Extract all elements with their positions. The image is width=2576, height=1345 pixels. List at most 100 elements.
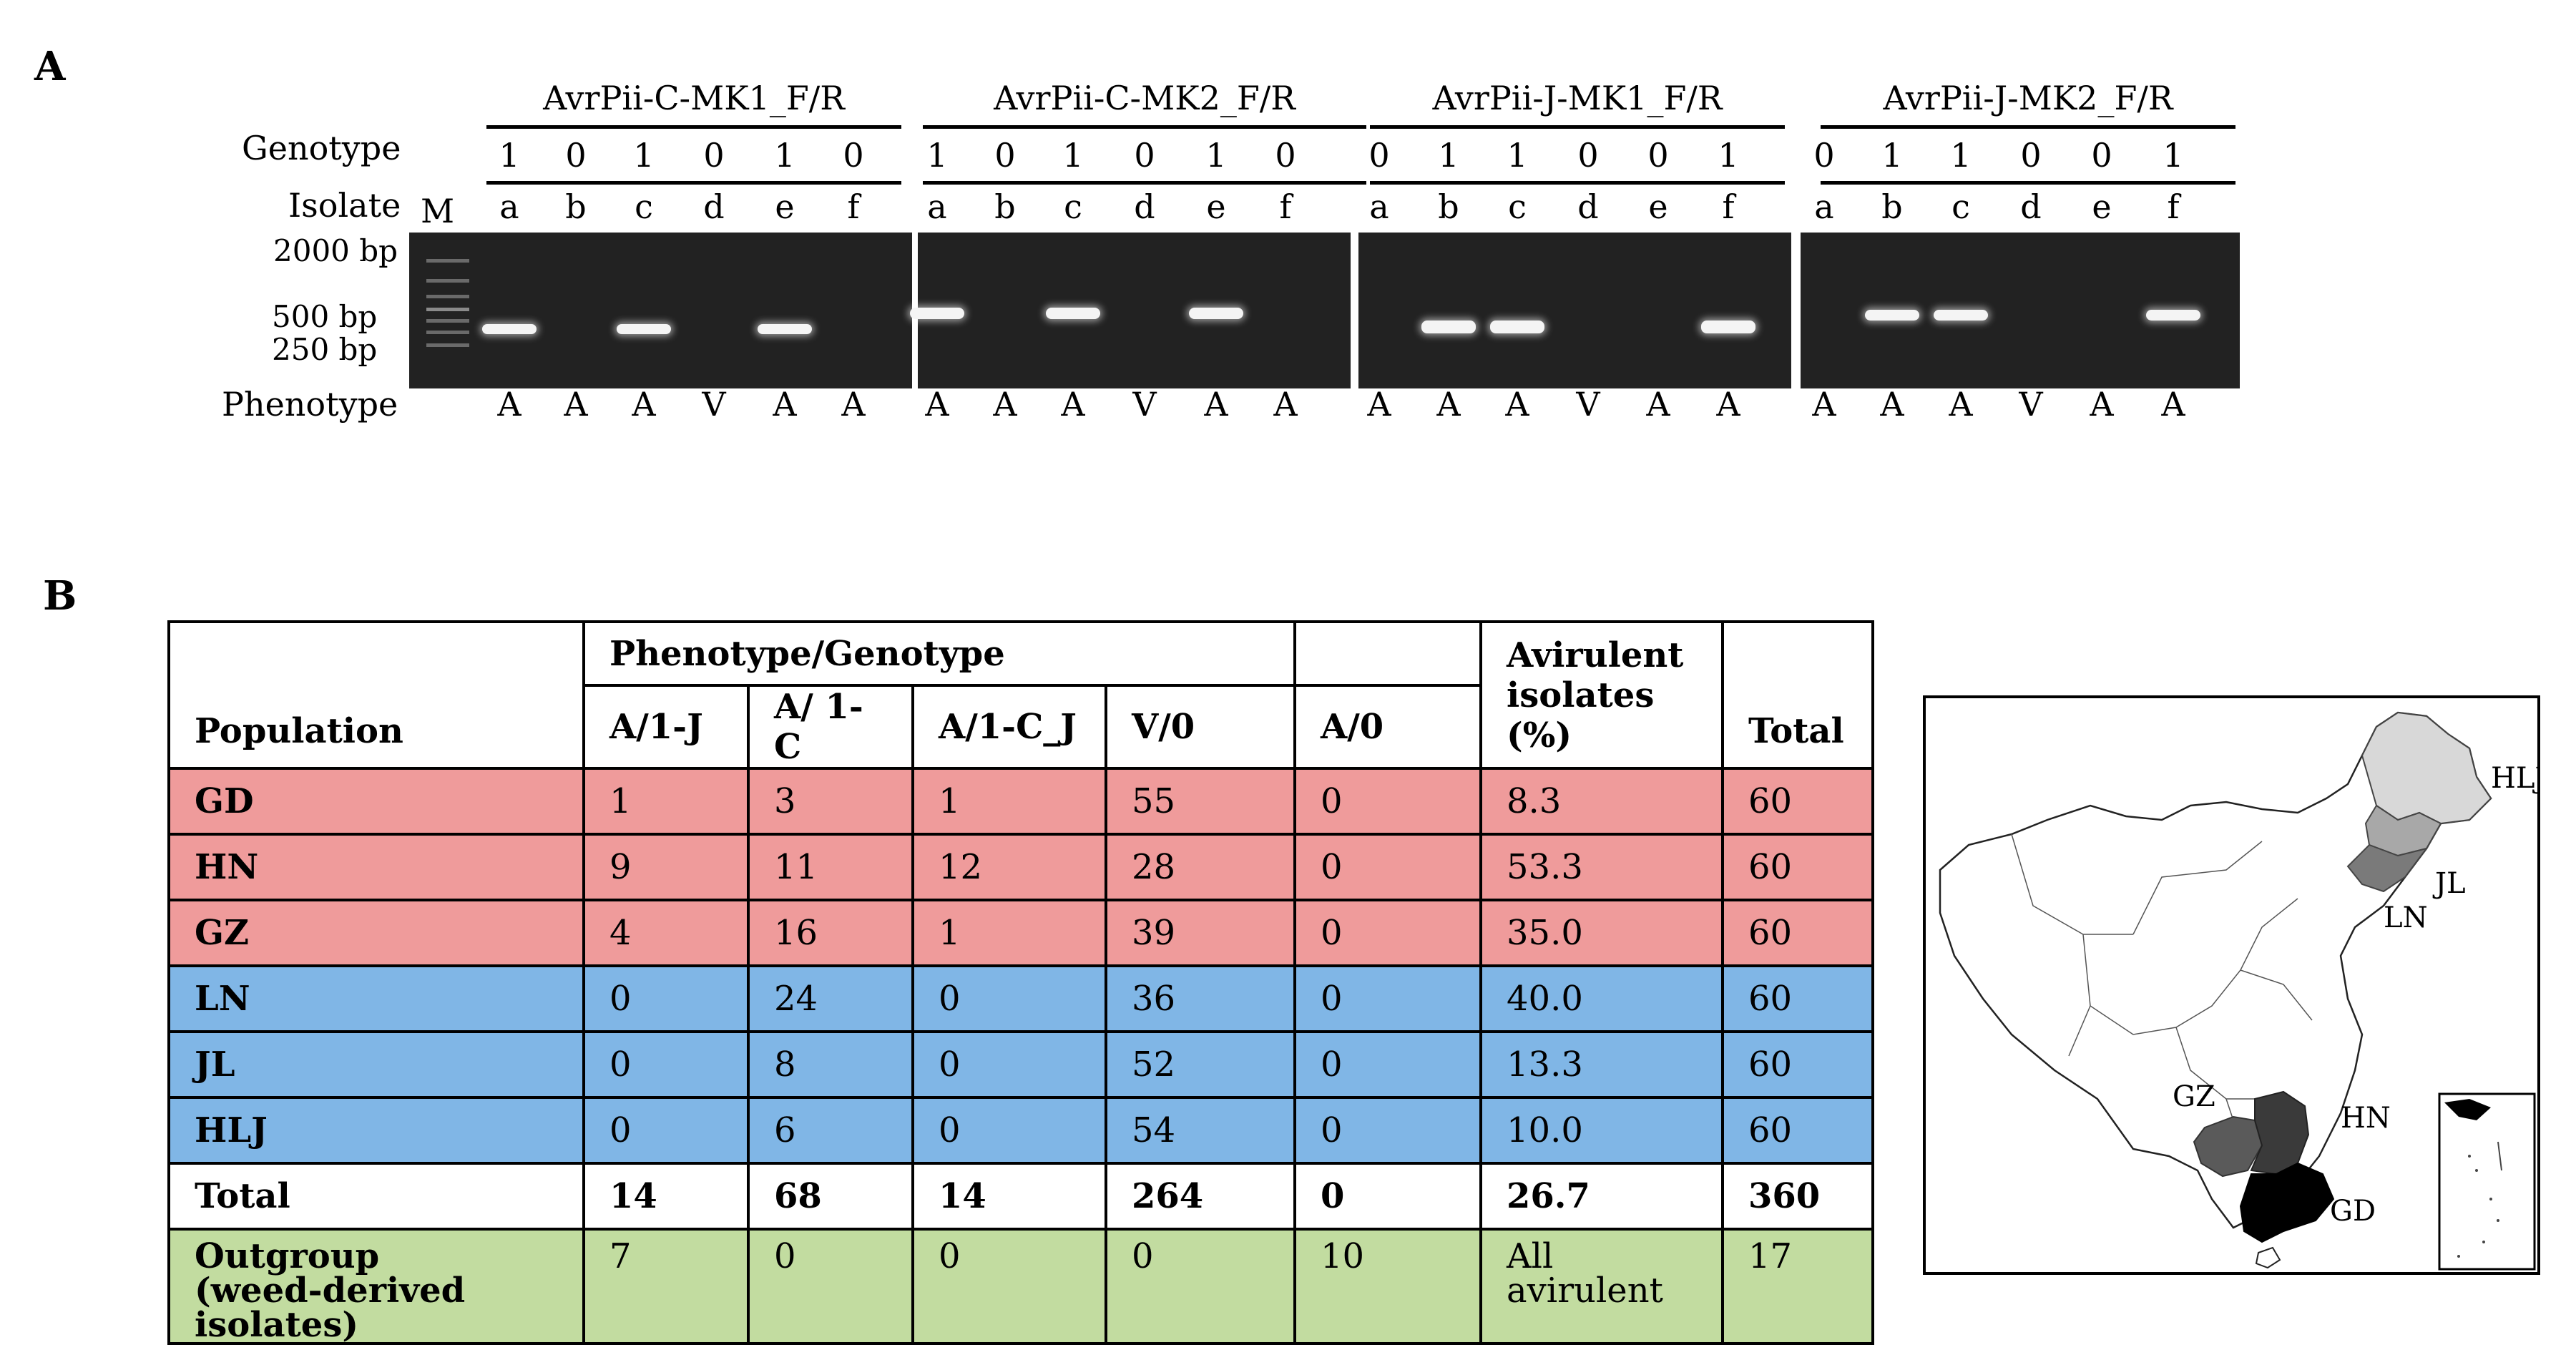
genotype-value: 1 (499, 136, 520, 175)
isolate-value: e (1648, 187, 1668, 226)
cell-v0: 39 (1105, 899, 1296, 967)
cell-a0: 0 (1293, 1096, 1482, 1165)
china-map: HLJ JL LN GZ HN GD (1923, 695, 2546, 1275)
phenotype-value: V (702, 385, 726, 424)
gel-image-j-mk1 (1358, 233, 1791, 388)
phenotype-value: V (1576, 385, 1600, 424)
cell-a1cj: 0 (911, 964, 1107, 1033)
genotype-row-label: Genotype (242, 129, 401, 167)
ladder-band (426, 319, 469, 323)
cell-a1j: 9 (582, 833, 750, 901)
cell-a1cj: 0 (911, 1096, 1107, 1165)
map-svg: HLJ JL LN GZ HN GD (1939, 711, 2546, 1271)
genotype-value: 0 (565, 136, 587, 175)
isolate-value: c (635, 187, 653, 226)
cell-a1j: 0 (582, 964, 750, 1033)
cell-a1c: 68 (747, 1162, 914, 1231)
cell-a1c: 0 (747, 1228, 914, 1345)
ladder-band (426, 308, 469, 311)
map-label-gz: GZ (2173, 1080, 2215, 1113)
marker-title-c-mk2: AvrPii-C-MK2_F/R (994, 79, 1296, 117)
phenotype-value: A (1880, 385, 1904, 424)
cell-a1j: 0 (582, 1096, 750, 1165)
ladder-label: M (421, 192, 455, 230)
marker-rule (923, 125, 1366, 129)
genotype-value: 1 (1881, 136, 1903, 175)
cell-a1j: 7 (582, 1228, 750, 1345)
isolate-value: e (2092, 187, 2112, 226)
pcr-band (910, 308, 964, 319)
pcr-band (1865, 310, 1919, 321)
genotype-value: 1 (1438, 136, 1459, 175)
genotype-rule (1370, 181, 1785, 185)
genotype-value: 0 (1275, 136, 1296, 175)
cell-a1c: 16 (747, 899, 914, 967)
genotype-value: 1 (774, 136, 795, 175)
gel-image-c-mk2 (918, 233, 1351, 388)
isolate-value: a (1369, 187, 1389, 226)
map-label-gd: GD (2330, 1195, 2376, 1228)
table-row: HN 9 11 12 28 0 53.3 60 (167, 833, 1874, 901)
genotype-value: 0 (2020, 136, 2042, 175)
phenotype-value: A (2161, 385, 2185, 424)
cell-a1cj: 12 (911, 833, 1107, 901)
isolate-value: d (703, 187, 725, 226)
cell-a1cj: 1 (911, 899, 1107, 967)
subheader-a1cj: A/1-C_J (911, 684, 1107, 770)
cell-a1c: 24 (747, 964, 914, 1033)
cell-a0: 0 (1293, 899, 1482, 967)
phenotype-value: V (1132, 385, 1157, 424)
cell-total: 60 (1721, 1096, 1874, 1165)
phenotype-value: A (841, 385, 866, 424)
isolate-value: f (2167, 187, 2180, 226)
marker-title-j-mk1: AvrPii-J-MK1_F/R (1432, 79, 1723, 117)
phenotype-value: A (1949, 385, 1973, 424)
panel-a-label: A (34, 43, 66, 90)
genotype-value: 0 (1577, 136, 1599, 175)
isolate-value: f (847, 187, 860, 226)
genotype-rule (923, 181, 1366, 185)
size-label-2000: 2000 bp (273, 233, 398, 268)
cell-v0: 55 (1105, 767, 1296, 836)
region-gd (2239, 1162, 2335, 1243)
genotype-value: 0 (1134, 136, 1155, 175)
genotype-value: 0 (1368, 136, 1390, 175)
genotype-value: 0 (843, 136, 864, 175)
pcr-band (1046, 308, 1100, 319)
marker-rule (1370, 125, 1785, 129)
isolate-value: f (1722, 187, 1735, 226)
cell-pop: LN (167, 964, 585, 1033)
region-gz (2193, 1115, 2263, 1178)
phenotype-genotype-header: Phenotype/Genotype (582, 620, 1296, 685)
cell-v0: 28 (1105, 833, 1296, 901)
isolate-value: f (1279, 187, 1292, 226)
cell-a0: 0 (1293, 1030, 1482, 1099)
genotype-value: 1 (1718, 136, 1739, 175)
isolate-value: e (775, 187, 795, 226)
cell-v0: 52 (1105, 1030, 1296, 1099)
cell-avir: 26.7 (1479, 1162, 1724, 1231)
map-label-hn: HN (2341, 1102, 2391, 1135)
pcr-band (1421, 321, 1476, 333)
marker-title-j-mk2: AvrPii-J-MK2_F/R (1883, 79, 2173, 117)
cell-total: 60 (1721, 1030, 1874, 1099)
cell-v0: 54 (1105, 1096, 1296, 1165)
table-row: LN 0 24 0 36 0 40.0 60 (167, 964, 1874, 1033)
cell-pop: GD (167, 767, 585, 836)
cell-pop: JL (167, 1030, 585, 1099)
population-table: Population Phenotype/Genotype Avirulent i… (167, 620, 1874, 1345)
population-header: Population (167, 620, 585, 770)
table-row: JL 0 8 0 52 0 13.3 60 (167, 1030, 1874, 1099)
isolate-value: d (1577, 187, 1599, 226)
ladder-band (426, 279, 469, 283)
table-row: HLJ 0 6 0 54 0 10.0 60 (167, 1096, 1874, 1165)
genotype-rule (1821, 181, 2235, 185)
ladder-band (426, 295, 469, 298)
cell-a1cj: 1 (911, 767, 1107, 836)
cell-avir: 13.3 (1479, 1030, 1724, 1099)
pcr-band (758, 324, 812, 334)
phenotype-value: A (1505, 385, 1529, 424)
phenotype-row-label: Phenotype (222, 385, 398, 424)
isolate-value: a (927, 187, 947, 226)
cell-v0: 36 (1105, 964, 1296, 1033)
